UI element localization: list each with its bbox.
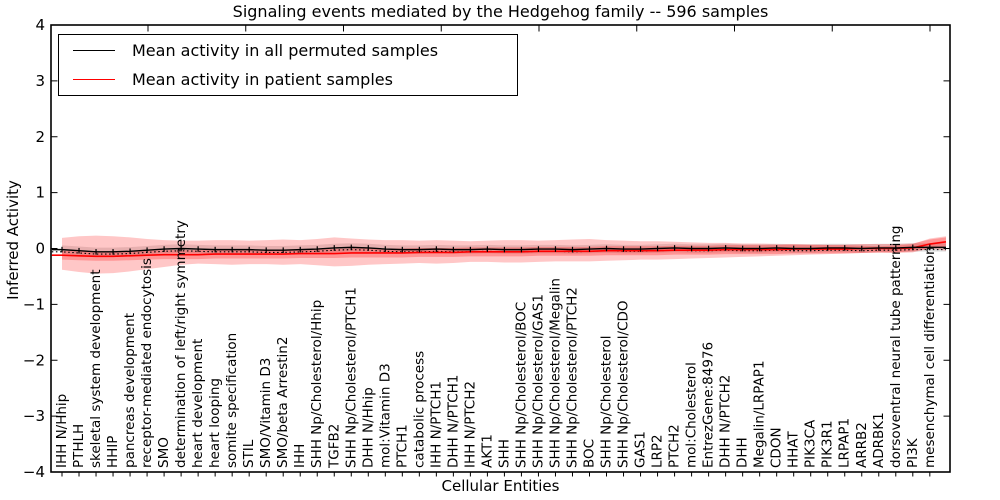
x-tick-label: SMO/Vitamin D3	[258, 358, 274, 468]
permuted-mean-line	[51, 246, 946, 253]
x-tick-label: PIK3R1	[820, 420, 836, 468]
y-tick-label: −1	[23, 295, 45, 313]
x-tick-label: AKT1	[479, 434, 495, 468]
permuted-median-line	[51, 249, 946, 255]
legend-label-permuted: Mean activity in all permuted samples	[132, 40, 439, 60]
x-axis-title: Cellular Entities	[441, 477, 560, 495]
x-tick-label: PTHLH	[71, 424, 87, 468]
x-tick-label: SHH Np/Cholesterol/Megalin	[547, 278, 563, 468]
x-tick-label: mesenchymal cell differentiation	[922, 246, 938, 468]
x-tick-label: receptor-mediated endocytosis	[139, 258, 155, 468]
x-tick-label: SHH Np/Cholesterol/GAS1	[530, 294, 546, 468]
legend-line-permuted-icon	[73, 49, 115, 51]
x-tick-label: SHH Np/Cholesterol/BOC	[513, 302, 529, 468]
legend-line-patient-icon	[73, 79, 115, 81]
x-tick-label: DHH N/PTCH1	[445, 375, 461, 468]
x-tick-label: DHH	[735, 437, 751, 468]
x-tick-label: SHH Np/Cholesterol/PTCH1	[343, 287, 359, 468]
x-tick-label: SHH Np/Cholesterol	[599, 335, 615, 468]
y-tick-label: 1	[35, 184, 45, 202]
x-tick-label: LRP2	[650, 434, 666, 468]
x-tick-label: DHH N/Hhip	[360, 387, 376, 468]
y-axis-title: Inferred Activity	[4, 180, 22, 300]
x-tick-label: HHAT	[786, 431, 802, 468]
legend-item-patient: Mean activity in patient samples	[59, 66, 517, 94]
x-tick-label: IHH	[292, 444, 308, 468]
x-tick-label: SHH Np/Cholesterol/CDO	[616, 300, 632, 468]
legend: Mean activity in all permuted samples Me…	[58, 34, 518, 96]
x-tick-label: somite specification	[224, 333, 240, 468]
x-tick-label: determination of left/right symmetry	[173, 220, 189, 468]
y-tick-label: −2	[23, 351, 45, 369]
x-tick-label: EntrezGene:84976	[701, 342, 717, 468]
y-tick-label: 3	[35, 72, 45, 90]
x-tick-label: heart looping	[207, 378, 223, 468]
y-tick-label: 0	[35, 240, 45, 258]
x-tick-label: heart development	[190, 339, 206, 468]
legend-label-patient: Mean activity in patient samples	[132, 70, 393, 90]
x-tick-label: ARRB2	[854, 422, 870, 468]
x-tick-label: skeletal system development	[88, 270, 104, 469]
x-tick-label: HHIP	[105, 436, 121, 468]
y-tick-label: −3	[23, 407, 45, 425]
x-tick-label: IHH N/PTCH1	[428, 381, 444, 468]
x-tick-label: catabolic process	[411, 351, 427, 468]
x-tick-label: PI3K	[905, 437, 921, 468]
x-tick-label: PIK3CA	[803, 419, 819, 468]
x-tick-label: BOC	[581, 439, 597, 468]
y-tick-label: 2	[35, 128, 45, 146]
x-tick-label: PTCH1	[394, 424, 410, 468]
legend-item-permuted: Mean activity in all permuted samples	[59, 36, 517, 64]
x-tick-label: STIL	[241, 439, 257, 468]
x-tick-label: SHH Np/Cholesterol/PTCH2	[564, 287, 580, 468]
x-tick-label: GAS1	[633, 431, 649, 468]
x-tick-label: IHH N/Hhip	[54, 394, 70, 468]
x-tick-label: Megalin/LRPAP1	[752, 360, 768, 468]
plot-tick-labels: 4 3 2 1 0 −1 −2 −3 −4 IHH N/Hhip PTHLH skeletal sys…	[23, 16, 938, 481]
x-tick-label: mol:Vitamin D3	[377, 363, 393, 468]
chart-title: Signaling events mediated by the Hedgeho…	[232, 2, 769, 21]
x-tick-label: CDON	[769, 427, 785, 468]
plot-lines	[51, 241, 947, 258]
y-tick-label: −4	[23, 463, 45, 481]
x-tick-label: dorsoventral neural tube patterning	[888, 226, 904, 468]
x-tick-label: mol:Cholesterol	[684, 362, 700, 468]
x-tick-label: pancreas development	[122, 313, 138, 468]
band-patient_std	[62, 235, 946, 274]
plot-axes	[50, 24, 951, 477]
x-tick-label: LRPAP1	[837, 418, 853, 468]
x-tick-label: SHH Np/Cholesterol/Hhip	[309, 300, 325, 468]
x-tick-label: DHH N/PTCH2	[718, 375, 734, 468]
x-tick-label: SHH	[496, 439, 512, 468]
x-tick-label: SMO	[156, 437, 172, 468]
x-tick-label: TGFB2	[326, 424, 342, 469]
x-tick-label: PTCH2	[667, 424, 683, 468]
y-tick-label: 4	[35, 16, 45, 34]
x-tick-label: IHH N/PTCH2	[462, 381, 478, 468]
x-tick-label: ADRBK1	[871, 412, 887, 468]
x-tick-label: SMO/beta Arrestin2	[275, 337, 291, 468]
